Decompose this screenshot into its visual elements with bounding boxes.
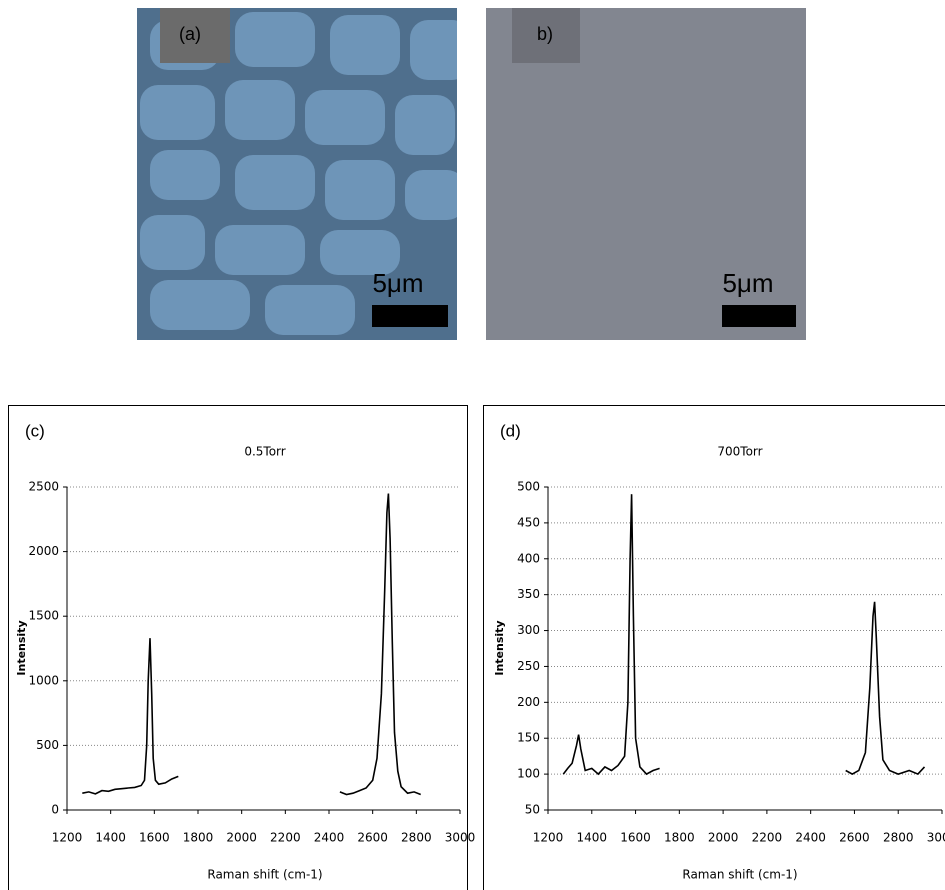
x-tick-label: 2200: [752, 831, 783, 845]
x-tick-label: 2400: [314, 831, 345, 845]
x-tick-label: 2600: [839, 831, 870, 845]
x-tick-label: 1600: [139, 831, 170, 845]
y-tick-label: 2500: [28, 480, 59, 494]
y-tick-label: 200: [517, 695, 540, 709]
y-tick-label: 1500: [28, 609, 59, 623]
spectrum-line: [82, 493, 421, 796]
micrograph-a: (a) 5μm: [137, 8, 457, 340]
micrograph-b: b) 5μm: [486, 8, 806, 340]
x-tick-label: 3000: [445, 831, 476, 845]
x-tick-label: 1400: [95, 831, 126, 845]
panel-label: (c): [25, 421, 45, 440]
scale-bar: [372, 305, 448, 327]
image-label: (a): [179, 24, 201, 44]
x-tick-label: 2000: [708, 831, 739, 845]
x-tick-label: 2800: [883, 831, 914, 845]
y-axis-label: Intensity: [493, 620, 506, 675]
y-tick-label: 350: [517, 587, 540, 601]
y-tick-label: 50: [525, 803, 540, 817]
chart-title: 0.5Torr: [244, 445, 285, 459]
spectrum-line: [562, 494, 926, 776]
chart-title: 700Torr: [717, 445, 762, 459]
x-tick-label: 2000: [226, 831, 257, 845]
y-axis-label: Intensity: [15, 620, 28, 675]
x-tick-label: 2600: [357, 831, 388, 845]
scale-label: 5μm: [722, 268, 773, 298]
x-tick-label: 2800: [401, 831, 432, 845]
image-background: [486, 8, 806, 340]
x-tick-label: 1400: [577, 831, 608, 845]
x-axis-label: Raman shift (cm-1): [682, 868, 797, 882]
scale-bar: [722, 305, 796, 327]
panel-frame: [483, 405, 945, 890]
panel-label: (d): [500, 421, 521, 440]
y-tick-label: 250: [517, 659, 540, 673]
y-tick-label: 450: [517, 515, 540, 529]
x-tick-label: 2200: [270, 831, 301, 845]
y-tick-label: 0: [51, 803, 59, 817]
y-tick-label: 400: [517, 551, 540, 565]
label-box: [160, 8, 230, 63]
x-tick-label: 1200: [52, 831, 83, 845]
panel-frame: [8, 405, 468, 890]
x-tick-label: 3000: [927, 831, 945, 845]
y-tick-label: 300: [517, 623, 540, 637]
y-tick-label: 500: [36, 738, 59, 752]
x-tick-label: 1600: [620, 831, 651, 845]
y-tick-label: 100: [517, 767, 540, 781]
image-label: b): [537, 24, 553, 44]
x-tick-label: 1800: [664, 831, 695, 845]
x-tick-label: 1800: [183, 831, 214, 845]
label-box: [512, 8, 580, 63]
scale-label: 5μm: [372, 268, 423, 298]
x-axis-label: Raman shift (cm-1): [207, 868, 322, 882]
y-tick-label: 150: [517, 731, 540, 745]
x-tick-label: 1200: [533, 831, 564, 845]
x-tick-label: 2400: [795, 831, 826, 845]
grains: [140, 12, 457, 335]
y-tick-label: 500: [517, 480, 540, 494]
y-tick-label: 2000: [28, 544, 59, 558]
y-tick-label: 1000: [28, 673, 59, 687]
